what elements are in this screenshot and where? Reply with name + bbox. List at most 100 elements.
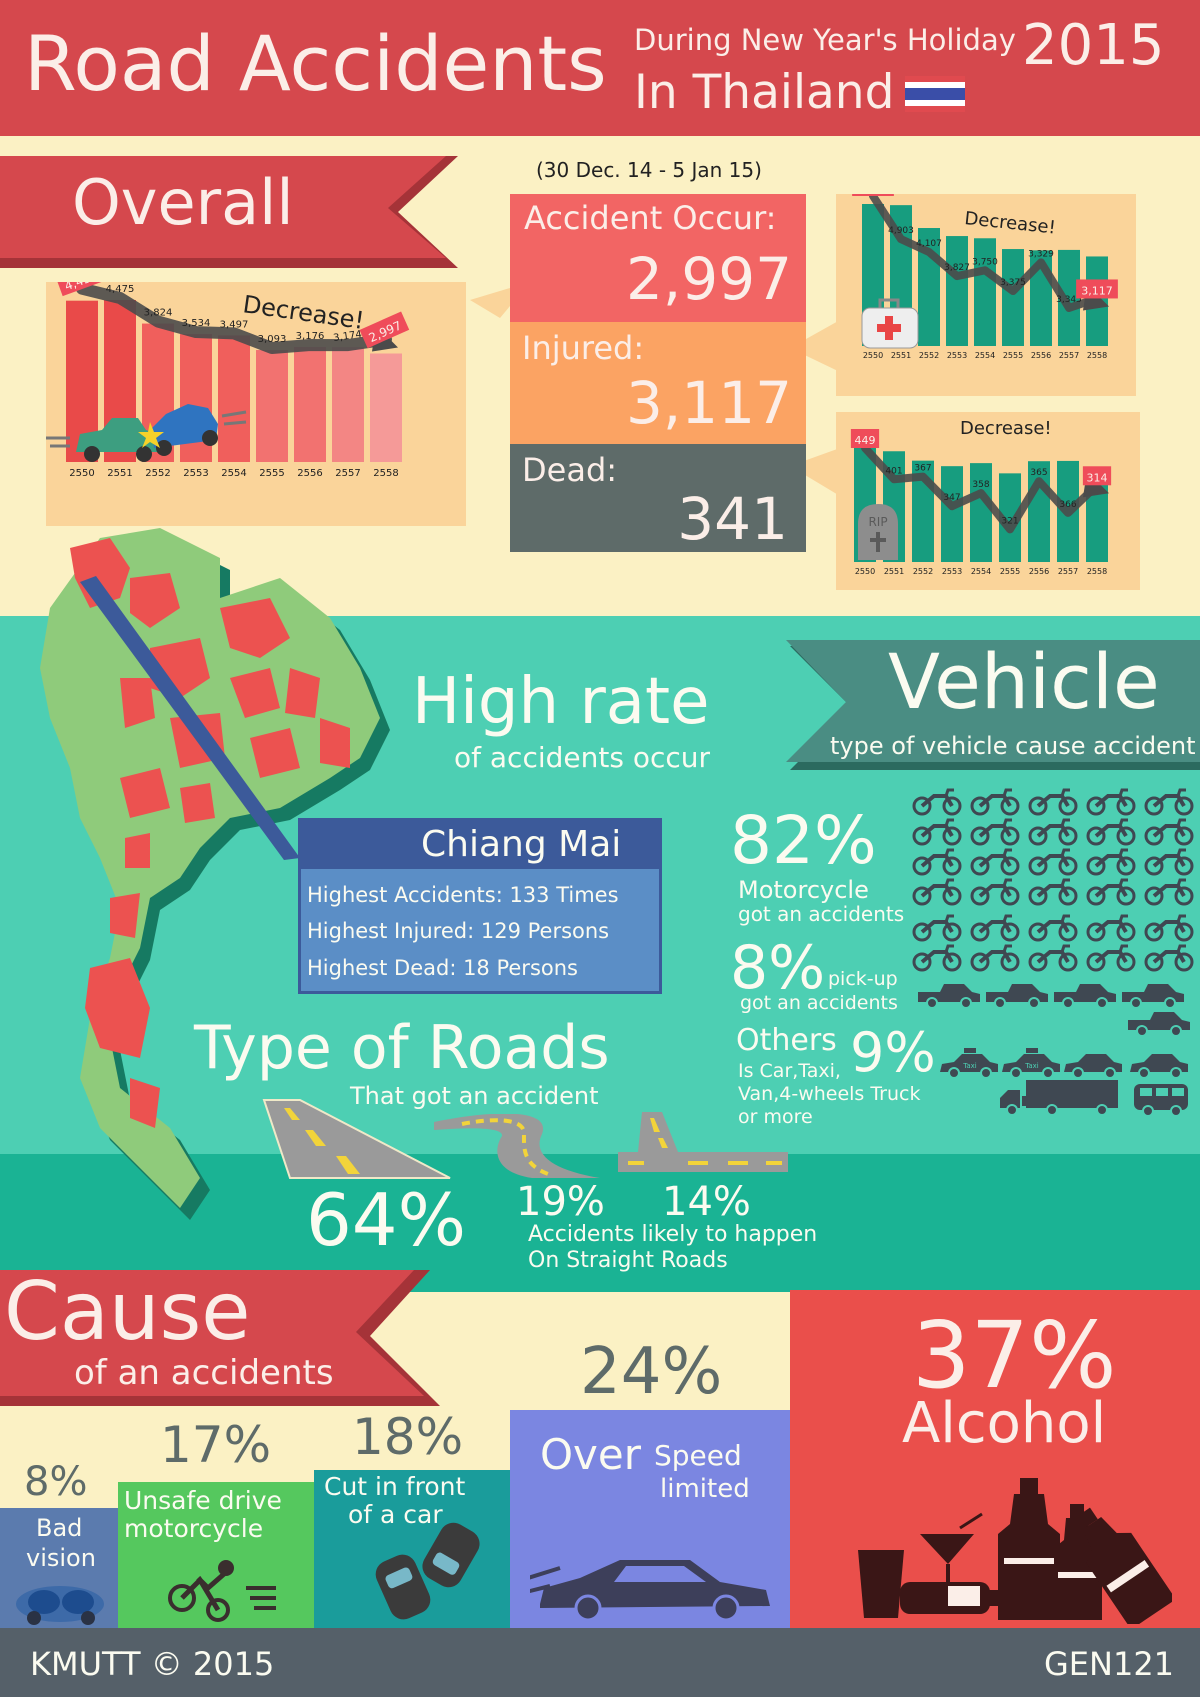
value-badge [850, 429, 880, 448]
car-crash-icon [46, 404, 247, 462]
roads-title: Type of Roads [194, 1013, 610, 1083]
cars-colliding-icon [375, 1522, 480, 1620]
roads-note-2: On Straight Roads [528, 1248, 728, 1273]
value-label: 3,117 [1081, 284, 1113, 297]
pickup-truck-icon [918, 984, 980, 1009]
unsafe-drive-label-2: motorcycle [124, 1514, 264, 1543]
others-label: Others [736, 1023, 837, 1058]
province-name: Chiang Mai [421, 824, 622, 865]
date-range: (30 Dec. 14 - 5 Jan 15) [536, 158, 762, 182]
junction-road-icon [618, 1112, 788, 1172]
value-label: 3,329 [1028, 249, 1054, 259]
value-label: 401 [885, 466, 902, 476]
motorcycle-icon [912, 848, 962, 876]
motorcycle-icon [1086, 848, 1136, 876]
others-desc-1: Is Car,Taxi, [738, 1060, 841, 1082]
chart-bar [370, 353, 402, 462]
chart-bar [1086, 475, 1108, 562]
taxi-sign-text: Taxi [962, 1062, 977, 1070]
motorcycle-icon [1144, 878, 1194, 906]
chart-x-tick: 2557 [1058, 567, 1078, 576]
chart-x-tick: 2555 [259, 468, 284, 479]
value-label: 4,107 [916, 239, 942, 249]
roads-note-1: Accidents likely to happen [528, 1222, 818, 1247]
value-label: 3,534 [182, 318, 211, 329]
chart-bar [294, 347, 326, 462]
overall-ribbon [0, 156, 458, 268]
curve-road-icon [434, 1114, 600, 1178]
bad-vision-pct: 8% [24, 1459, 88, 1505]
value-label: 365 [1030, 468, 1047, 478]
chart-x-tick: 2555 [1003, 351, 1023, 360]
value-badge [852, 194, 894, 196]
truck-icon [1000, 1080, 1118, 1116]
accidents-bar-chart: 2550 2551 2552 2553 2554 2555 2556 2557 2558 4,45… [46, 282, 410, 479]
header-subtitle-2: In Thailand [634, 65, 895, 120]
cut-in-front-label-2: of a car [348, 1500, 443, 1529]
trend-arrow [861, 444, 1101, 534]
taxi-icon: Taxi [1002, 1048, 1060, 1079]
injured-bar-chart: 2550 2551 2552 2553 2554 2555 2556 2557 2558 4,94… [852, 194, 1118, 360]
motorcycle-icon [912, 914, 962, 942]
value-label: 3,093 [258, 334, 287, 345]
accident-stat-box: Accident Occur: 2,997 [510, 194, 806, 322]
chart-bar [946, 236, 968, 346]
accident-stat-label: Accident Occur: [524, 199, 777, 237]
value-label: 3,174 [333, 329, 363, 344]
chart-x-tick: 2553 [183, 468, 208, 479]
overall-label: Overall [72, 166, 294, 239]
motorcycle-icon [1086, 914, 1136, 942]
chart-x-tick: 2556 [297, 468, 322, 479]
unsafe-drive-pct: 17% [160, 1416, 272, 1474]
pickup-pct: 8% [730, 933, 826, 1003]
chart-x-tick: 2551 [891, 351, 911, 360]
chart-bar [218, 335, 250, 462]
motorcycle-icon [970, 818, 1020, 846]
value-label: 3,176 [296, 331, 325, 342]
speeding-car-icon [530, 1560, 770, 1622]
province-line3: Highest Dead: 18 Persons [307, 956, 578, 980]
province-header [301, 821, 659, 869]
motorcycle-icon [1028, 848, 1078, 876]
motorcycle-icon [912, 788, 962, 816]
value-label: 3,497 [220, 319, 249, 330]
chart-x-tick: 2556 [1031, 351, 1051, 360]
chart-bar [332, 347, 364, 462]
dead-stat-value: 341 [677, 485, 788, 553]
chart-x-tick: 2551 [107, 468, 132, 479]
motorcycle-icon [912, 818, 962, 846]
motorcycle-icon [970, 944, 1020, 972]
over-speed-label-2: limited [660, 1474, 750, 1504]
cut-in-front-label-1: Cut in front [324, 1472, 466, 1501]
cause-ribbon [0, 1270, 440, 1406]
value-label: 367 [914, 464, 931, 474]
province-box: Chiang Mai Highest Accidents: 133 Times … [298, 818, 662, 994]
value-label: 3,750 [972, 257, 998, 267]
footer-band [0, 1628, 1200, 1697]
value-badge [55, 282, 106, 297]
header-year: 2015 [1022, 13, 1165, 78]
dead-stat-label: Dead: [522, 451, 618, 489]
straight-road-icon [262, 1099, 451, 1179]
motorcycle-icon [1028, 818, 1078, 846]
others-desc-3: or more [738, 1106, 813, 1128]
chart-x-tick: 2553 [942, 567, 962, 576]
value-label: 3,827 [944, 263, 970, 273]
bad-vision-label-2: vision [26, 1544, 96, 1572]
value-label: 449 [855, 434, 876, 447]
injured-stat-value: 3,117 [625, 369, 792, 437]
falling-motorcycle-icon [168, 1560, 276, 1622]
thai-flag-icon [905, 76, 965, 112]
taxi-sign-text: Taxi [1024, 1062, 1039, 1070]
vehicle-icon-grid: Taxi Taxi [912, 788, 1194, 1117]
chart-x-tick: 2552 [145, 468, 170, 479]
chart-annotation: Decrease! [963, 208, 1056, 238]
value-label: 4,903 [888, 226, 914, 236]
motorcycle-icon [1144, 914, 1194, 942]
value-label: 3,375 [1000, 278, 1026, 288]
motorcycle-icon [1144, 848, 1194, 876]
chart-x-tick: 2556 [1029, 567, 1049, 576]
tombstone-icon: RIP [858, 504, 898, 560]
motorcycle-icon [1028, 878, 1078, 906]
others-pct: 9% [850, 1021, 936, 1084]
